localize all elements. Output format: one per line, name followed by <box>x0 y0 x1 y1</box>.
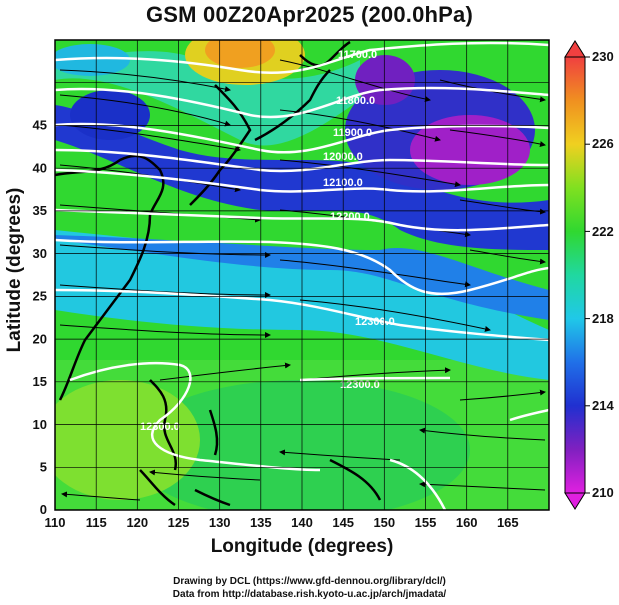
y-tick-label: 5 <box>40 460 47 475</box>
coastlines <box>55 40 382 507</box>
credit-drawing: Drawing by DCL (https://www.gfd-dennou.o… <box>173 576 446 587</box>
colorbar-tick-label: 218 <box>592 311 614 326</box>
contour-label: 11700.0 <box>338 49 377 61</box>
colorbar-min-triangle <box>564 492 586 510</box>
y-tick-label: 40 <box>33 160 47 175</box>
colorbar-tick-label: 222 <box>592 224 614 239</box>
y-tick-label: 15 <box>33 374 47 389</box>
y-tick-label: 10 <box>33 417 47 432</box>
x-tick-label: 140 <box>291 515 313 530</box>
x-tick-label: 150 <box>373 515 395 530</box>
contour-label: 11900.0 <box>333 127 372 139</box>
grid <box>55 40 549 510</box>
x-tick-label: 110 <box>45 515 66 530</box>
x-axis-label: Longitude (degrees) <box>210 536 394 557</box>
y-tick-label: 35 <box>33 203 47 218</box>
x-tick-label: 130 <box>209 515 231 530</box>
y-tick-label: 45 <box>33 118 47 133</box>
y-tick-label: 20 <box>33 331 47 346</box>
x-tick-label: 145 <box>332 515 354 530</box>
y-tick-label: 30 <box>33 246 47 261</box>
contour-label: 12300.0 <box>140 421 180 433</box>
colorbar-tick-label: 210 <box>592 485 614 500</box>
colorbar-tick-label: 230 <box>592 49 614 64</box>
colorbar-scale <box>564 56 586 494</box>
x-tick-label: 135 <box>250 515 272 530</box>
plot-frame <box>54 39 550 511</box>
y-axis-label: Latitude (degrees) <box>4 187 25 353</box>
x-tick-label: 115 <box>86 515 107 530</box>
streamlines <box>59 59 546 501</box>
contour-label: 11800.0 <box>336 95 375 107</box>
y-axis-ticks: 0 5 10 15 20 25 30 35 40 45 <box>33 118 47 517</box>
x-tick-label: 155 <box>415 515 437 530</box>
y-tick-label: 25 <box>33 289 47 304</box>
credit-data: Data from http://database.rish.kyoto-u.a… <box>172 589 447 600</box>
x-tick-label: 160 <box>456 515 478 530</box>
temperature-field: 11700.0 11800.0 11900.0 12000.0 12100.0 … <box>55 40 549 510</box>
colorbar: 210 214 218 222 226 230 <box>564 40 614 510</box>
contour-label: 12200.0 <box>330 211 370 223</box>
x-axis-ticks: 110 115 120 125 130 135 140 145 150 155 … <box>45 515 519 530</box>
y-tick-label: 0 <box>40 502 47 517</box>
contour-label: 12300.0 <box>355 316 395 328</box>
colorbar-tick-label: 214 <box>592 398 614 413</box>
plot-title: GSM 00Z20Apr2025 (200.0hPa) <box>146 2 473 27</box>
colorbar-tick-label: 226 <box>592 136 614 151</box>
x-tick-label: 125 <box>168 515 190 530</box>
colorbar-max-triangle <box>564 40 586 58</box>
contour-label: 12300.0 <box>340 379 380 391</box>
x-tick-label: 165 <box>497 515 519 530</box>
x-tick-label: 120 <box>126 515 148 530</box>
